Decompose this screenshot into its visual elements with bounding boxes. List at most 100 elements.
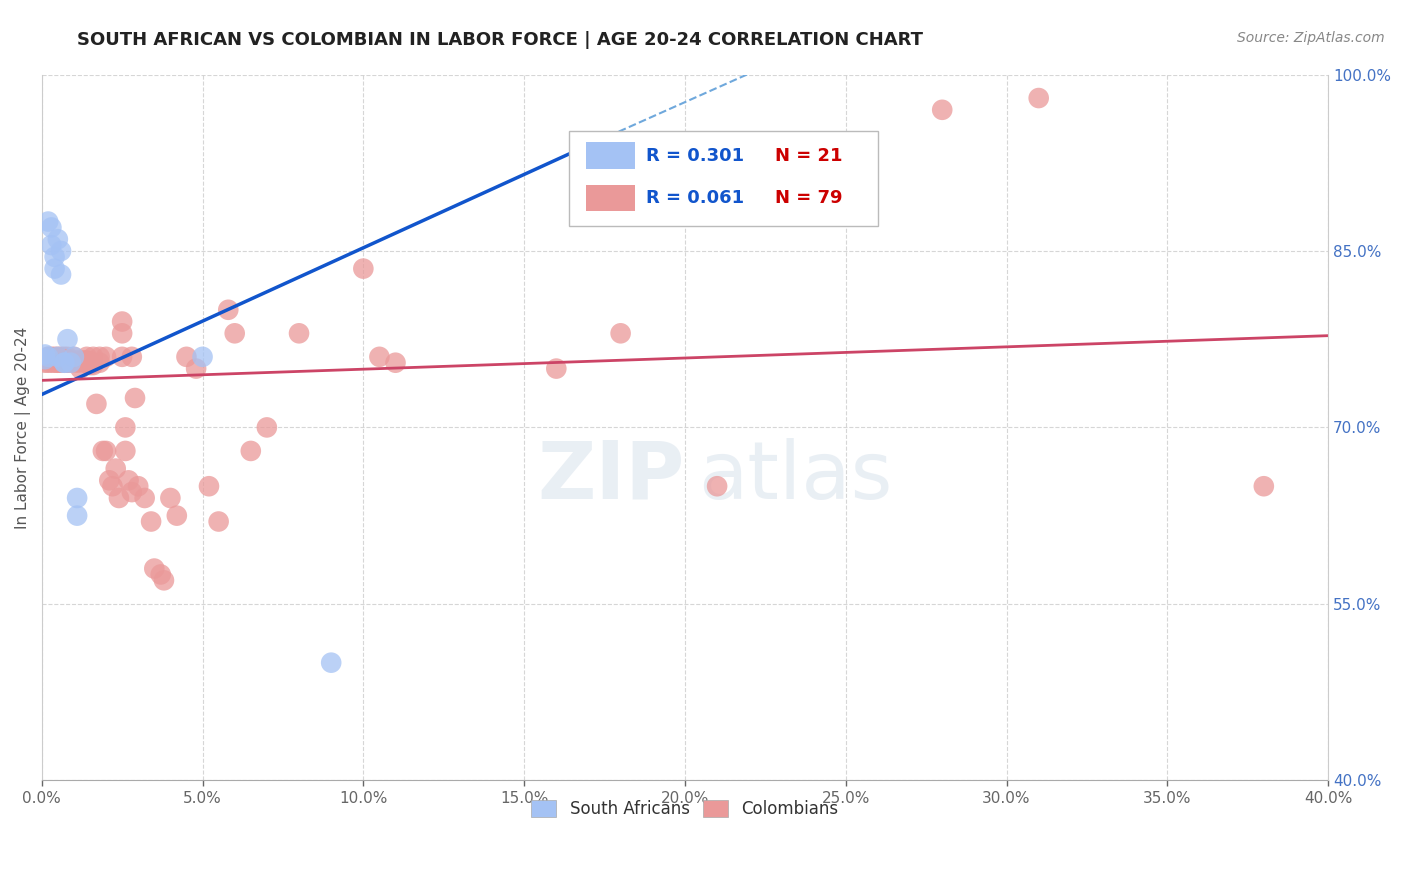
Point xyxy=(34,356,56,370)
Point xyxy=(66,491,89,505)
Point xyxy=(121,350,143,364)
Point xyxy=(37,356,59,370)
Point xyxy=(108,491,131,505)
Point xyxy=(217,302,239,317)
Point xyxy=(89,350,111,364)
Point xyxy=(159,491,181,505)
Point xyxy=(66,356,89,370)
Point xyxy=(149,567,172,582)
Point xyxy=(63,354,86,368)
Point xyxy=(49,244,72,258)
Text: Source: ZipAtlas.com: Source: ZipAtlas.com xyxy=(1237,31,1385,45)
Point xyxy=(89,356,111,370)
Point xyxy=(44,350,66,364)
Point xyxy=(69,354,91,368)
Point xyxy=(207,515,229,529)
Point xyxy=(53,356,76,370)
Point xyxy=(224,326,246,341)
Point xyxy=(111,326,134,341)
Point xyxy=(59,356,82,370)
Point xyxy=(46,232,69,246)
Point xyxy=(352,261,374,276)
Point xyxy=(44,261,66,276)
Point xyxy=(98,474,121,488)
Point xyxy=(166,508,188,523)
Point xyxy=(66,508,89,523)
Point xyxy=(76,353,98,368)
Point xyxy=(59,353,82,368)
Point xyxy=(104,461,127,475)
Point xyxy=(69,361,91,376)
Point xyxy=(49,268,72,282)
Point xyxy=(53,356,76,370)
Point xyxy=(63,350,86,364)
Point xyxy=(256,420,278,434)
Point xyxy=(134,491,156,505)
Point xyxy=(44,250,66,264)
Point xyxy=(101,479,124,493)
Text: N = 79: N = 79 xyxy=(775,189,842,207)
Point xyxy=(321,656,343,670)
Point xyxy=(114,420,136,434)
Text: ZIP: ZIP xyxy=(537,438,685,516)
Point xyxy=(37,350,59,364)
Point xyxy=(117,474,139,488)
Point xyxy=(56,350,79,364)
Point xyxy=(94,350,117,364)
Point xyxy=(143,561,166,575)
Point xyxy=(82,358,104,372)
Point xyxy=(34,352,56,367)
Point xyxy=(609,326,631,341)
Point xyxy=(56,332,79,346)
Point xyxy=(41,238,63,252)
Point xyxy=(127,479,149,493)
Text: R = 0.301: R = 0.301 xyxy=(647,146,745,165)
Point xyxy=(56,356,79,370)
FancyBboxPatch shape xyxy=(586,185,634,211)
Point xyxy=(41,356,63,370)
Point xyxy=(49,350,72,364)
Point xyxy=(53,350,76,364)
Point xyxy=(176,350,198,364)
Point xyxy=(111,314,134,328)
Point xyxy=(53,353,76,368)
Point xyxy=(121,485,143,500)
Point xyxy=(1028,91,1050,105)
Point xyxy=(37,350,59,364)
Point xyxy=(41,350,63,364)
Text: SOUTH AFRICAN VS COLOMBIAN IN LABOR FORCE | AGE 20-24 CORRELATION CHART: SOUTH AFRICAN VS COLOMBIAN IN LABOR FORC… xyxy=(77,31,924,49)
Point xyxy=(41,220,63,235)
Point xyxy=(384,356,406,370)
Point xyxy=(76,350,98,364)
Point xyxy=(153,574,176,588)
Point xyxy=(79,354,101,368)
Point xyxy=(198,479,221,493)
Point xyxy=(239,444,262,458)
Point xyxy=(46,350,69,364)
Point xyxy=(706,479,728,493)
Point xyxy=(34,347,56,361)
Legend: South Africans, Colombians: South Africans, Colombians xyxy=(524,793,845,825)
Point xyxy=(86,397,108,411)
Point xyxy=(49,356,72,370)
Point xyxy=(288,326,311,341)
Y-axis label: In Labor Force | Age 20-24: In Labor Force | Age 20-24 xyxy=(15,326,31,529)
Point xyxy=(53,356,76,370)
Text: R = 0.061: R = 0.061 xyxy=(647,189,745,207)
Point xyxy=(191,350,214,364)
Point xyxy=(44,356,66,370)
Point xyxy=(124,391,146,405)
Point xyxy=(46,356,69,370)
Point xyxy=(59,356,82,370)
Point xyxy=(72,354,94,368)
Point xyxy=(46,356,69,370)
Point xyxy=(114,444,136,458)
Point xyxy=(184,361,207,376)
Point xyxy=(546,361,568,376)
Point xyxy=(72,353,94,368)
FancyBboxPatch shape xyxy=(569,131,877,227)
Point xyxy=(63,350,86,364)
Point xyxy=(72,356,94,370)
Point xyxy=(368,350,391,364)
Point xyxy=(94,444,117,458)
